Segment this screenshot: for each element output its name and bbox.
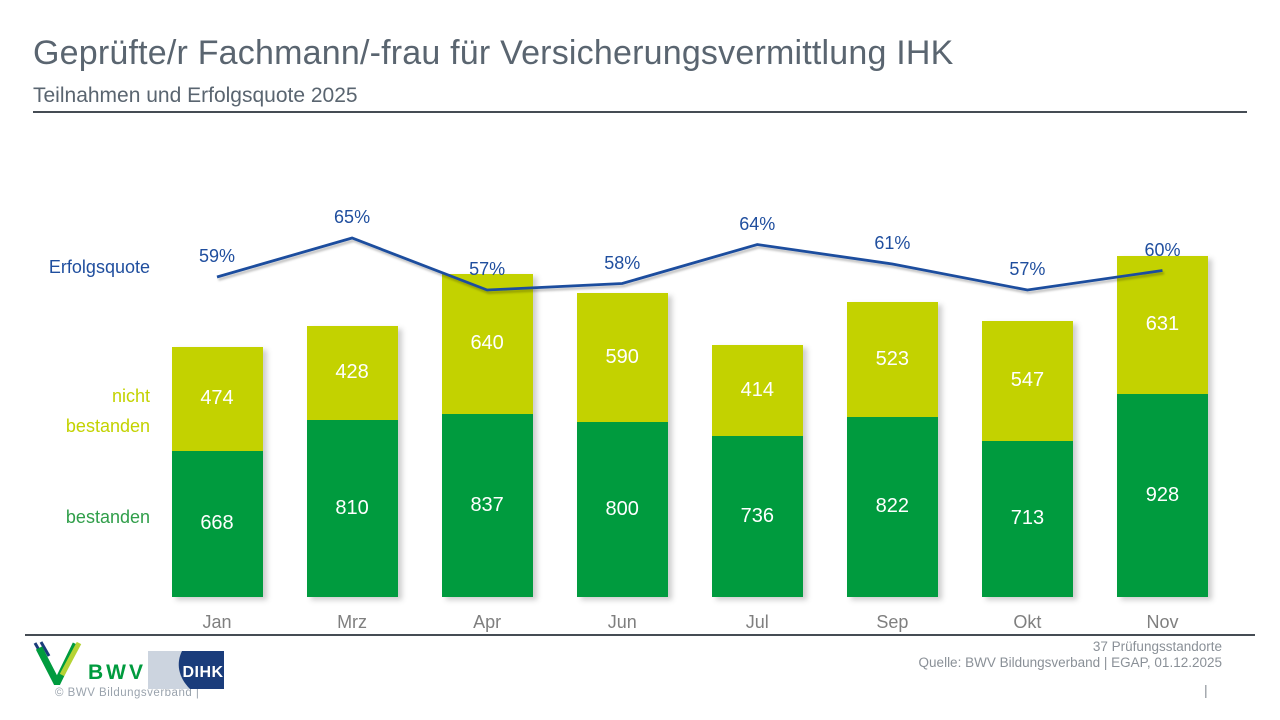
segment-nicht-bestanden: 474 bbox=[171, 346, 263, 451]
legend-nicht-bestanden-line1: nicht bbox=[111, 386, 150, 406]
x-axis-label-jan: Jan bbox=[202, 612, 232, 632]
x-axis-label-sep: Sep bbox=[876, 612, 909, 632]
bar-sep: 523 822 bbox=[846, 302, 938, 597]
segment-nicht-bestanden: 640 bbox=[441, 273, 533, 414]
bar-okt: 547 713 bbox=[981, 321, 1073, 597]
erfolgsquote-label-okt: 57% bbox=[1009, 259, 1046, 279]
segment-bestanden: 668 bbox=[171, 450, 263, 597]
legend-bestanden: bestanden bbox=[65, 507, 150, 527]
bar-jul: 414 736 bbox=[711, 345, 803, 597]
bwv-logo-text: BWV bbox=[88, 661, 146, 684]
bwv-logo: BWV bbox=[32, 641, 146, 691]
erfolgsquote-label-nov: 60% bbox=[1144, 239, 1181, 260]
footer-quelle: Quelle: BWV Bildungsverband | EGAP, 01.1… bbox=[918, 655, 1222, 670]
bwv-v-icon bbox=[32, 641, 82, 691]
segment-nicht-bestanden: 428 bbox=[306, 325, 398, 420]
bar-apr: 640 837 bbox=[441, 273, 533, 597]
x-axis-label-mrz: Mrz bbox=[337, 612, 368, 632]
footer-standorte: 37 Prüfungsstandorte bbox=[1092, 639, 1222, 654]
legend-nicht-bestanden: nicht bestanden bbox=[28, 381, 150, 441]
legend-erfolgsquote: Erfolgsquote bbox=[48, 257, 150, 277]
dihk-logo-icon: DIHK bbox=[148, 651, 224, 689]
segment-bestanden: 837 bbox=[441, 413, 533, 597]
bar-jan: 474 668 bbox=[171, 346, 263, 597]
footer-divider bbox=[25, 634, 1255, 636]
x-axis-label-okt: Okt bbox=[1013, 612, 1042, 632]
segment-nicht-bestanden: 414 bbox=[711, 345, 803, 436]
page-number-separator: | bbox=[1204, 682, 1208, 698]
x-axis-label-jun: Jun bbox=[607, 612, 637, 632]
bar-jun: 590 800 bbox=[576, 292, 668, 597]
erfolgsquote-label-mrz: 65% bbox=[334, 207, 371, 227]
erfolgsquote-label-sep: 61% bbox=[874, 233, 911, 253]
erfolgsquote-label-jun: 58% bbox=[604, 252, 641, 273]
bar-mrz: 428 810 bbox=[306, 325, 398, 597]
segment-bestanden: 713 bbox=[981, 440, 1073, 597]
footer-copyright: © BWV Bildungsverband | bbox=[55, 687, 200, 699]
svg-text:DIHK: DIHK bbox=[182, 664, 223, 681]
x-axis-label-jul: Jul bbox=[745, 612, 769, 632]
segment-bestanden: 800 bbox=[576, 421, 668, 597]
segment-bestanden: 822 bbox=[846, 416, 938, 597]
page-subtitle: Teilnahmen und Erfolgsquote 2025 bbox=[33, 84, 358, 107]
legend-nicht-bestanden-line2: bestanden bbox=[65, 416, 150, 436]
dihk-logo: DIHK bbox=[148, 651, 224, 694]
segment-bestanden: 736 bbox=[711, 435, 803, 597]
title-divider bbox=[33, 111, 1247, 113]
segment-nicht-bestanden: 631 bbox=[1116, 255, 1208, 394]
erfolgsquote-label-jan: 59% bbox=[198, 246, 236, 266]
page-title: Geprüfte/r Fachmann/-frau für Versicheru… bbox=[33, 34, 954, 72]
x-axis-label-nov: Nov bbox=[1146, 612, 1179, 632]
segment-nicht-bestanden: 523 bbox=[846, 302, 938, 417]
segment-bestanden: 810 bbox=[306, 419, 398, 597]
segment-nicht-bestanden: 590 bbox=[576, 292, 668, 422]
segment-nicht-bestanden: 547 bbox=[981, 321, 1073, 441]
erfolgsquote-label-apr: 57% bbox=[469, 259, 506, 279]
erfolgsquote-label-jul: 64% bbox=[739, 213, 776, 234]
x-axis-label-apr: Apr bbox=[473, 612, 502, 632]
bar-nov: 631 928 bbox=[1116, 255, 1208, 597]
segment-bestanden: 928 bbox=[1116, 393, 1208, 597]
